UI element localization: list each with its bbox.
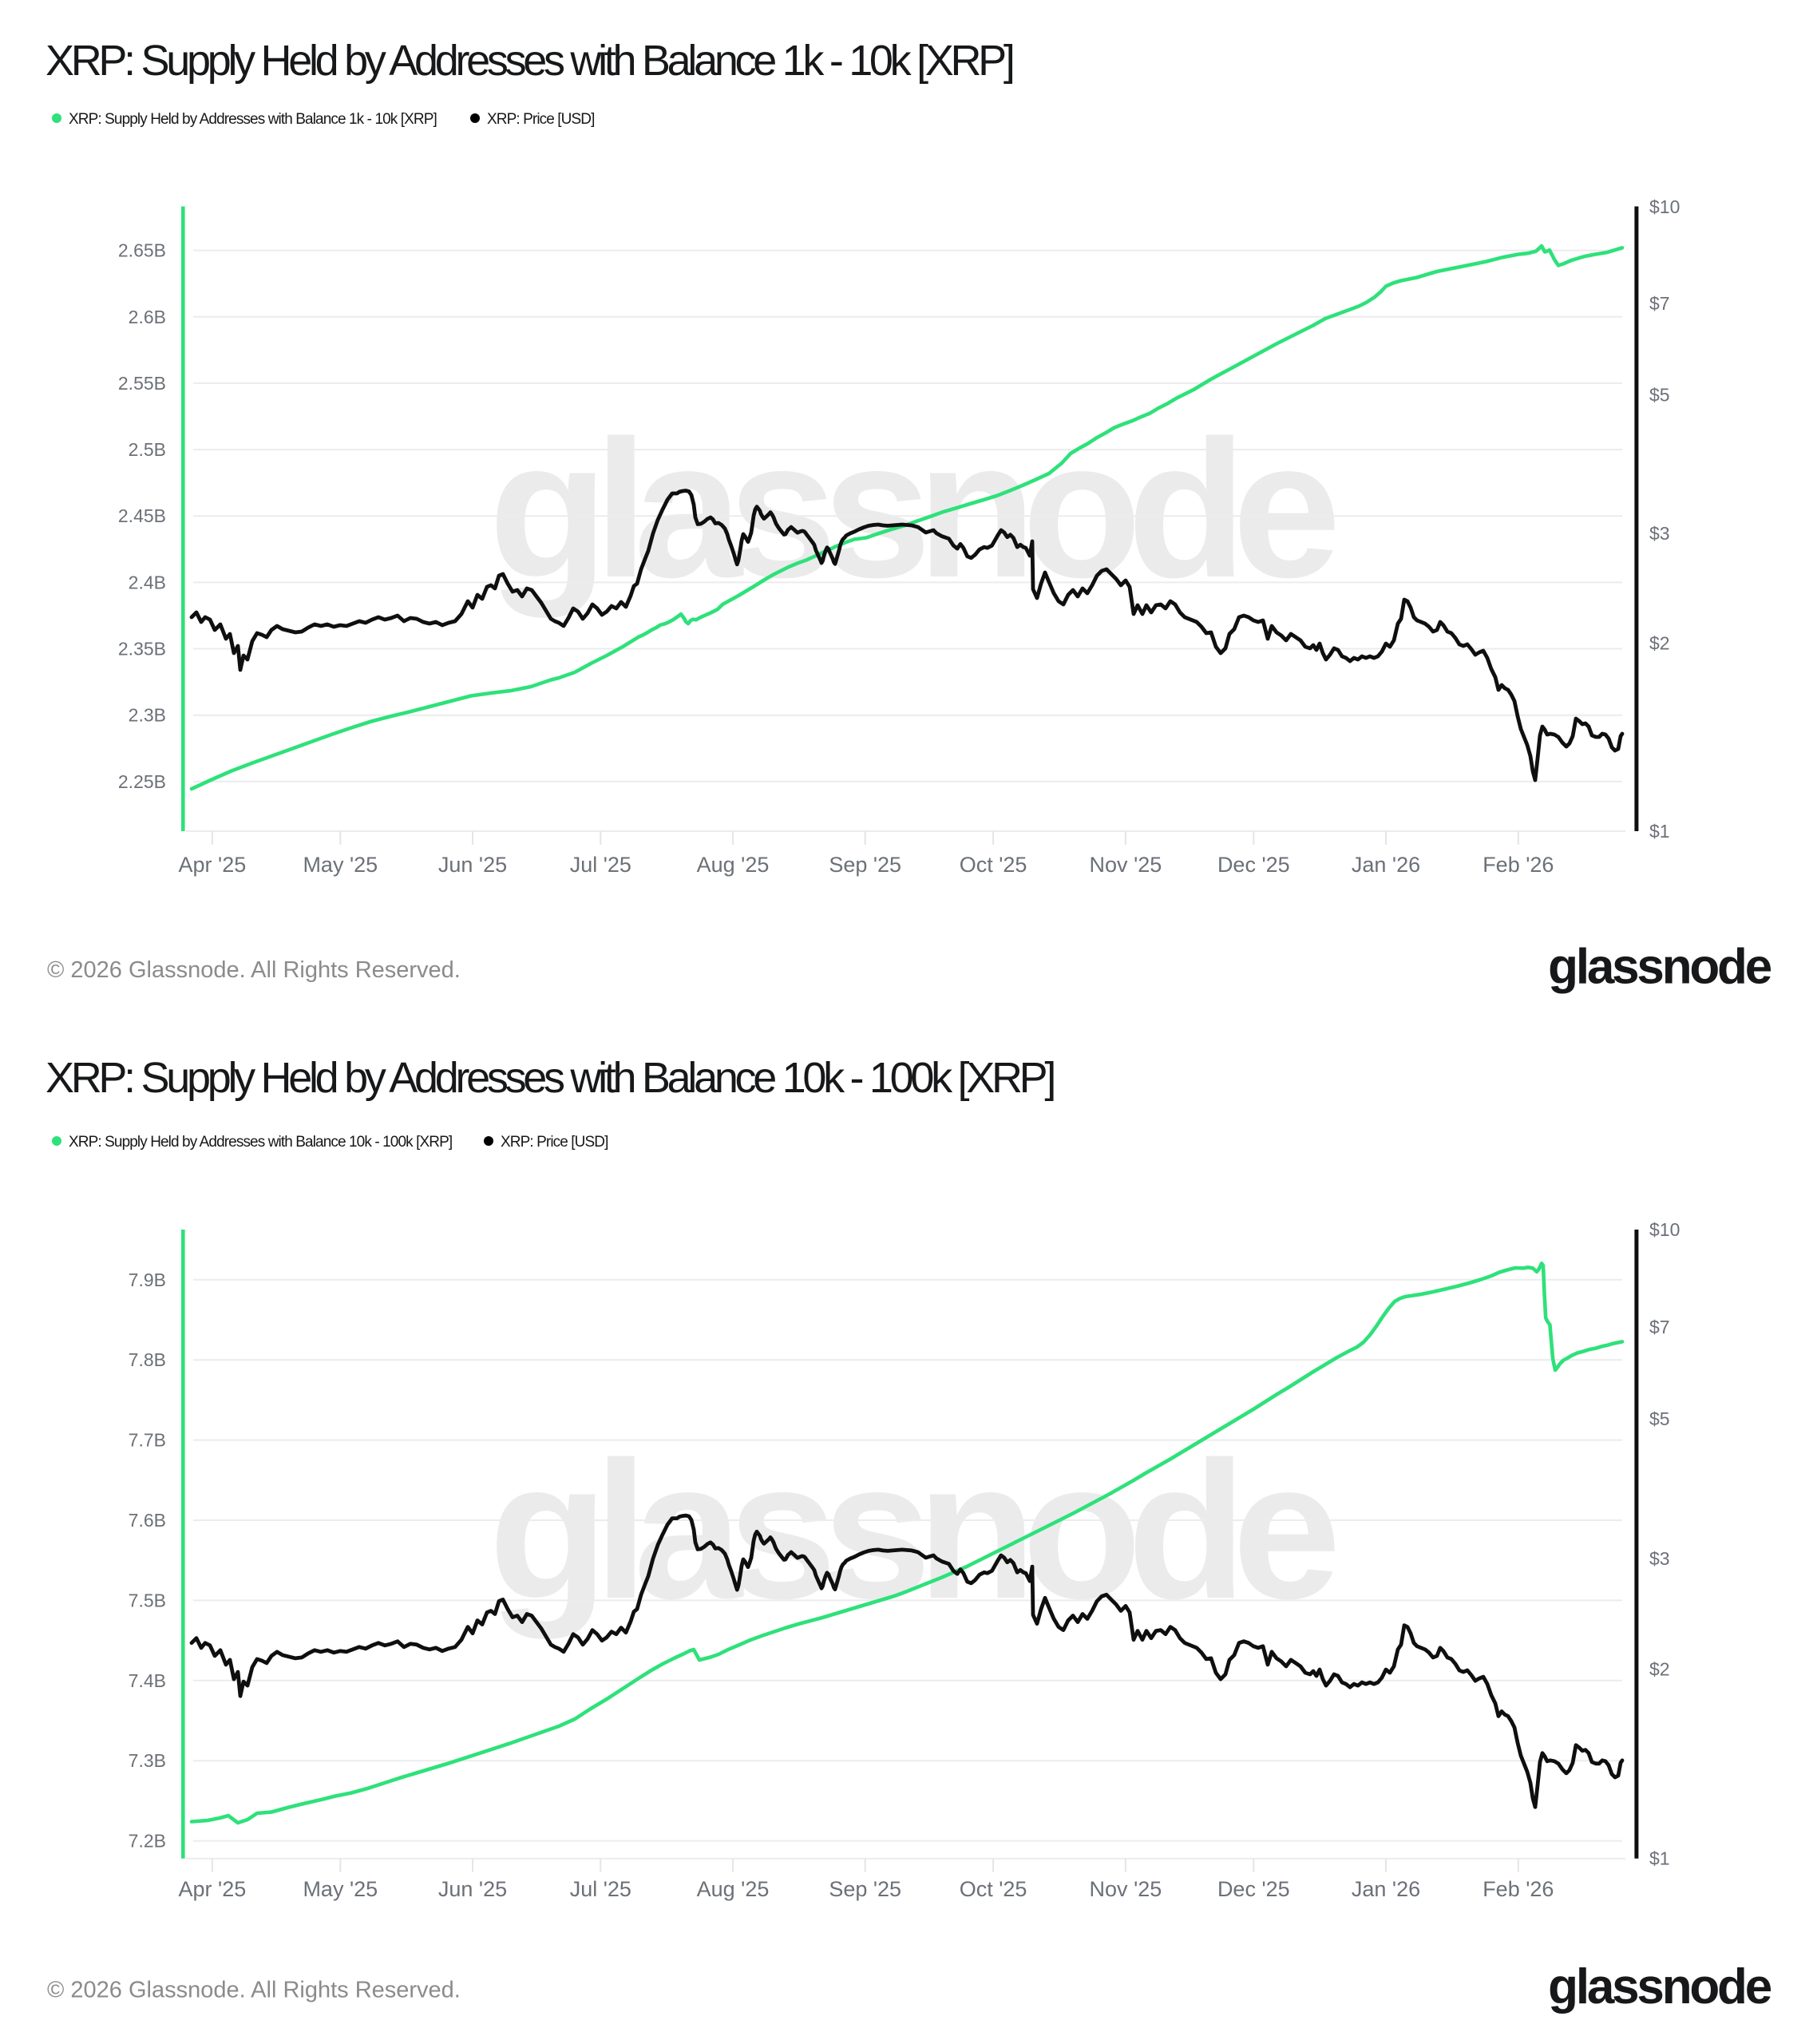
svg-text:$2: $2: [1649, 633, 1670, 654]
svg-text:7.5B: 7.5B: [129, 1590, 166, 1610]
svg-text:2.35B: 2.35B: [118, 639, 166, 660]
svg-text:2.5B: 2.5B: [129, 439, 166, 460]
svg-text:$7: $7: [1649, 293, 1670, 314]
svg-text:Sep '25: Sep '25: [829, 853, 901, 877]
svg-text:$1: $1: [1649, 821, 1670, 842]
svg-text:$10: $10: [1649, 1219, 1680, 1240]
svg-text:Jun '25: Jun '25: [438, 853, 507, 877]
svg-text:Feb '26: Feb '26: [1482, 1877, 1554, 1901]
svg-text:XRP: Supply Held by Addresses: XRP: Supply Held by Addresses with Balan…: [69, 111, 437, 128]
svg-text:XRP: Supply Held by Addresses: XRP: Supply Held by Addresses with Balan…: [46, 1054, 1054, 1102]
svg-text:2.55B: 2.55B: [118, 373, 166, 394]
svg-text:glassnode: glassnode: [1548, 1959, 1771, 2014]
svg-text:Feb '26: Feb '26: [1482, 853, 1554, 877]
svg-text:XRP: Price [USD]: XRP: Price [USD]: [487, 111, 594, 128]
svg-text:Oct '25: Oct '25: [960, 853, 1027, 877]
svg-text:$7: $7: [1649, 1317, 1670, 1337]
svg-text:Jan '26: Jan '26: [1352, 853, 1420, 877]
svg-text:glassnode: glassnode: [1548, 940, 1771, 995]
svg-text:$2: $2: [1649, 1659, 1670, 1680]
svg-text:2.45B: 2.45B: [118, 505, 166, 526]
svg-text:2.6B: 2.6B: [129, 307, 166, 327]
svg-text:Sep '25: Sep '25: [829, 1877, 901, 1901]
svg-text:$3: $3: [1649, 1548, 1670, 1569]
svg-text:XRP: Supply Held by Addresses: XRP: Supply Held by Addresses with Balan…: [46, 37, 1013, 85]
svg-text:XRP: Supply Held by Addresses: XRP: Supply Held by Addresses with Balan…: [69, 1134, 452, 1151]
svg-text:$5: $5: [1649, 1408, 1670, 1429]
svg-text:May '25: May '25: [303, 853, 378, 877]
svg-text:7.7B: 7.7B: [129, 1430, 166, 1451]
svg-text:Jul '25: Jul '25: [570, 1877, 631, 1901]
svg-text:Apr '25: Apr '25: [179, 853, 247, 877]
svg-text:2.65B: 2.65B: [118, 240, 166, 261]
svg-text:7.8B: 7.8B: [129, 1349, 166, 1370]
svg-text:7.9B: 7.9B: [129, 1270, 166, 1290]
svg-text:Apr '25: Apr '25: [179, 1877, 247, 1901]
svg-text:Dec '25: Dec '25: [1217, 1877, 1290, 1901]
svg-text:2.3B: 2.3B: [129, 705, 166, 726]
svg-text:Dec '25: Dec '25: [1217, 853, 1290, 877]
svg-text:May '25: May '25: [303, 1877, 378, 1901]
svg-text:© 2026 Glassnode. All Rights R: © 2026 Glassnode. All Rights Reserved.: [47, 957, 461, 983]
svg-text:$3: $3: [1649, 523, 1670, 544]
svg-text:$1: $1: [1649, 1848, 1670, 1869]
svg-text:Jul '25: Jul '25: [570, 853, 631, 877]
svg-text:glassnode: glassnode: [489, 399, 1334, 618]
svg-text:Nov '25: Nov '25: [1090, 853, 1162, 877]
svg-text:Aug '25: Aug '25: [697, 853, 770, 877]
svg-text:7.4B: 7.4B: [129, 1670, 166, 1691]
svg-text:Oct '25: Oct '25: [960, 1877, 1027, 1901]
svg-text:7.6B: 7.6B: [129, 1510, 166, 1531]
svg-text:Jun '25: Jun '25: [438, 1877, 507, 1901]
svg-text:Nov '25: Nov '25: [1090, 1877, 1162, 1901]
svg-text:XRP: Price [USD]: XRP: Price [USD]: [501, 1134, 608, 1151]
svg-text:Aug '25: Aug '25: [697, 1877, 770, 1901]
svg-text:© 2026 Glassnode. All Rights R: © 2026 Glassnode. All Rights Reserved.: [47, 1978, 461, 2003]
svg-text:2.4B: 2.4B: [129, 572, 166, 592]
svg-text:7.2B: 7.2B: [129, 1831, 166, 1852]
svg-text:glassnode: glassnode: [489, 1420, 1334, 1639]
svg-text:$10: $10: [1649, 196, 1680, 217]
svg-text:2.25B: 2.25B: [118, 771, 166, 792]
svg-text:7.3B: 7.3B: [129, 1750, 166, 1771]
svg-text:$5: $5: [1649, 384, 1670, 405]
svg-text:Jan '26: Jan '26: [1352, 1877, 1420, 1901]
